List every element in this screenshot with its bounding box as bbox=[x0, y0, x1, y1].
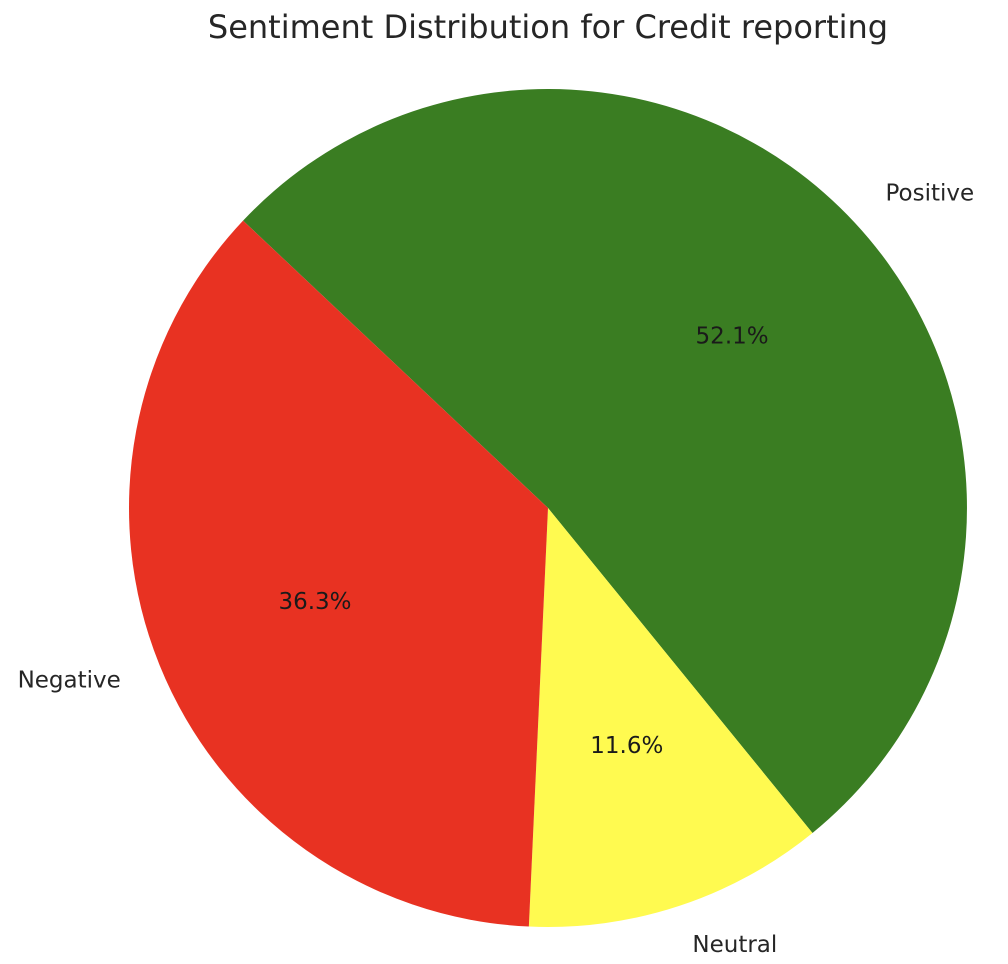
slice-label-positive: Positive bbox=[886, 181, 975, 207]
chart-title: Sentiment Distribution for Credit report… bbox=[208, 8, 888, 46]
pct-label-negative: 36.3% bbox=[278, 589, 351, 615]
pie-slice-negative bbox=[128, 220, 549, 927]
pct-label-neutral: 11.6% bbox=[590, 733, 663, 759]
pct-label-positive: 52.1% bbox=[696, 323, 769, 349]
slice-label-negative: Negative bbox=[18, 668, 121, 694]
pie-labels: Positive 52.1% Neutral 11.6% Negative 36.3% bbox=[18, 181, 975, 959]
slice-label-neutral: Neutral bbox=[692, 932, 777, 958]
pie-slice-positive bbox=[243, 89, 967, 833]
pie-slice-neutral bbox=[528, 508, 813, 927]
pie-slices bbox=[128, 89, 967, 927]
